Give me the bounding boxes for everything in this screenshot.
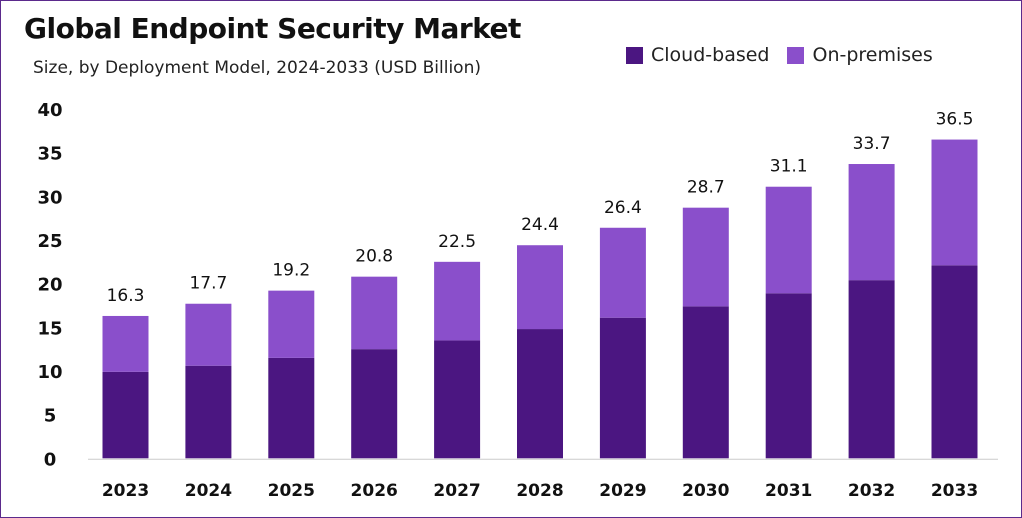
x-tick-label: 2031 — [765, 481, 812, 501]
data-label-total: 19.2 — [272, 261, 310, 281]
bar-cloud-based-2023 — [102, 371, 149, 459]
data-label-total: 20.8 — [355, 247, 393, 267]
chart-title: Global Endpoint Security Market — [24, 12, 521, 45]
x-tick-label: 2027 — [433, 481, 480, 501]
legend-item-on-premises: On-premises — [787, 44, 933, 66]
data-label-total: 36.5 — [936, 110, 974, 130]
x-tick-label: 2026 — [351, 481, 398, 501]
y-tick-label: 30 — [37, 187, 62, 208]
bar-cloud-based-2031 — [765, 293, 812, 459]
y-tick-label: 25 — [37, 231, 62, 252]
data-label-total: 17.7 — [189, 274, 227, 294]
bar-on-premises-2032 — [848, 164, 895, 281]
bar-on-premises-2028 — [517, 245, 563, 330]
legend-item-cloud-based: Cloud-based — [626, 44, 769, 66]
x-tick-label: 2023 — [102, 481, 149, 501]
bar-on-premises-2030 — [682, 207, 729, 307]
y-tick-label: 0 — [44, 449, 57, 470]
bar-cloud-based-2029 — [599, 317, 646, 459]
x-tick-label: 2030 — [682, 481, 729, 501]
bar-on-premises-2033 — [931, 139, 978, 266]
x-tick-label: 2028 — [516, 481, 563, 501]
bar-on-premises-2031 — [765, 186, 812, 294]
bar-cloud-based-2030 — [682, 306, 729, 459]
legend-label: Cloud-based — [651, 44, 770, 66]
y-tick-label: 10 — [37, 362, 62, 383]
chart-subtitle: Size, by Deployment Model, 2024-2033 (US… — [33, 58, 481, 78]
bar-on-premises-2025 — [268, 290, 315, 358]
bar-cloud-based-2028 — [517, 329, 563, 459]
bar-cloud-based-2026 — [351, 349, 398, 459]
bar-on-premises-2023 — [102, 315, 149, 372]
bar-cloud-based-2025 — [268, 357, 315, 459]
x-tick-label: 2024 — [185, 481, 232, 501]
x-tick-label: 2033 — [931, 481, 978, 501]
bar-cloud-based-2033 — [931, 265, 978, 459]
legend: Cloud-based On-premises — [626, 44, 933, 66]
y-tick-label: 5 — [44, 406, 57, 427]
bar-cloud-based-2032 — [848, 280, 895, 459]
data-label-total: 26.4 — [604, 198, 642, 218]
legend-swatch-on-premises — [787, 46, 805, 64]
y-tick-label: 15 — [37, 318, 62, 339]
data-label-total: 28.7 — [687, 178, 725, 198]
y-tick-label: 40 — [37, 100, 62, 121]
bar-cloud-based-2027 — [434, 340, 481, 459]
data-label-total: 16.3 — [107, 286, 145, 306]
bar-cloud-based-2024 — [185, 365, 232, 459]
bar-on-premises-2026 — [351, 276, 398, 350]
y-tick-label: 20 — [37, 275, 62, 296]
bar-on-premises-2029 — [599, 227, 646, 318]
bar-on-premises-2024 — [185, 303, 232, 366]
x-tick-label: 2032 — [848, 481, 895, 501]
y-tick-label: 35 — [37, 144, 62, 165]
legend-swatch-cloud-based — [626, 46, 643, 64]
data-label-total: 22.5 — [438, 232, 476, 252]
data-label-total: 33.7 — [853, 134, 891, 154]
x-tick-label: 2025 — [268, 481, 315, 501]
data-label-total: 31.1 — [770, 157, 808, 177]
x-tick-label: 2029 — [599, 481, 646, 501]
legend-label: On-premises — [812, 44, 933, 66]
data-label-total: 24.4 — [521, 215, 559, 235]
bar-on-premises-2027 — [434, 261, 481, 341]
